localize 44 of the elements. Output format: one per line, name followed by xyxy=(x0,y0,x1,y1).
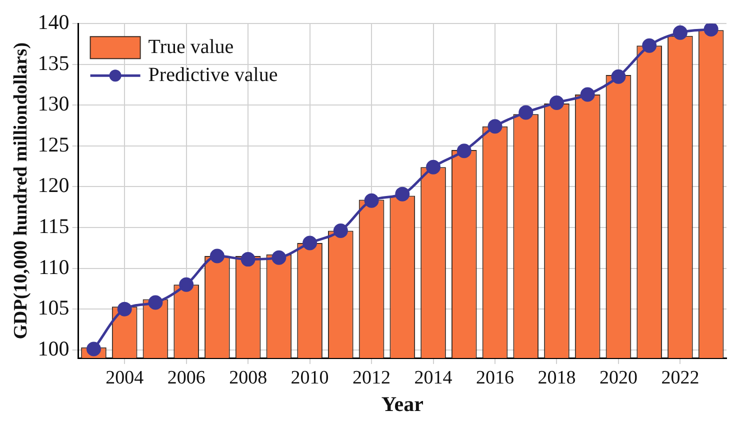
point xyxy=(240,252,256,267)
y-tick-label: 125 xyxy=(38,132,70,156)
point xyxy=(395,186,410,202)
x-tick-label: 2010 xyxy=(290,367,329,388)
y-tick-label: 130 xyxy=(38,92,70,116)
point xyxy=(488,119,502,134)
point xyxy=(580,87,595,102)
point xyxy=(86,342,101,356)
x-tick-label: 2012 xyxy=(352,367,391,388)
x-axis-title: Year xyxy=(381,392,424,416)
legend-label: True value xyxy=(148,36,234,58)
x-tick-label: 2020 xyxy=(599,367,638,388)
point xyxy=(148,295,163,310)
x-tick-label: 2018 xyxy=(538,367,576,388)
y-tick-label: 140 xyxy=(38,10,70,34)
x-tick-label: 2008 xyxy=(229,367,268,388)
point xyxy=(210,248,224,264)
x-tick-label: 2014 xyxy=(414,367,453,388)
y-axis-title: GDP(10,000 hundred milliondollars) xyxy=(10,42,32,340)
point xyxy=(426,160,441,174)
point xyxy=(549,95,564,110)
x-tick-label: 2006 xyxy=(167,367,206,388)
y-tick-label: 105 xyxy=(38,296,70,320)
x-tick-label: 2004 xyxy=(106,367,144,388)
legend-label: Predictive value xyxy=(148,64,278,86)
y-tick-label: 100 xyxy=(38,336,70,360)
point xyxy=(611,69,626,84)
point xyxy=(364,193,379,208)
x-tick-label: 2016 xyxy=(476,367,514,388)
point xyxy=(456,144,472,158)
point xyxy=(333,224,348,238)
point xyxy=(302,236,318,250)
y-tick-label: 120 xyxy=(38,173,70,198)
point xyxy=(179,277,194,292)
y-tick-label: 135 xyxy=(38,50,70,75)
point xyxy=(518,105,534,120)
point xyxy=(272,250,286,265)
point xyxy=(672,25,688,40)
y-tick-label: 110 xyxy=(38,254,70,279)
point xyxy=(704,24,718,37)
point xyxy=(642,38,657,53)
point xyxy=(117,302,132,316)
y-tick-label: 115 xyxy=(38,214,70,238)
x-tick-label: 2022 xyxy=(661,367,700,388)
